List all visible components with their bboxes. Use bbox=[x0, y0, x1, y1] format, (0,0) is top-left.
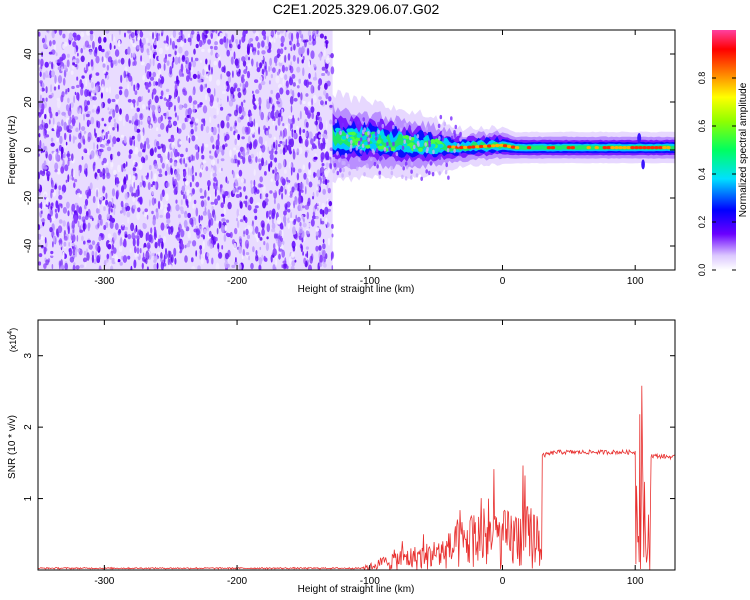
snr-xtick-label: 0 bbox=[500, 576, 506, 587]
snr-xtick-label: -300 bbox=[94, 576, 114, 587]
snr-frame bbox=[37, 319, 676, 571]
spectrogram-ytick-label: 20 bbox=[23, 96, 34, 108]
spectrogram-content bbox=[38, 30, 675, 270]
snr-xtick-label: 100 bbox=[627, 576, 644, 587]
colorbar-tick-label: 0.2 bbox=[697, 216, 707, 229]
snr-plot-area bbox=[38, 320, 675, 570]
colorbar-tick-label: 0.4 bbox=[697, 168, 707, 181]
figure-title: C2E1.2025.329.06.07.G02 bbox=[273, 1, 440, 17]
snr-scale-exp: 4 bbox=[7, 331, 14, 335]
colorbar-tick-label: 0.6 bbox=[697, 120, 707, 133]
spectrogram-xlabel: Height of straight line (km) bbox=[298, 284, 415, 295]
spectrogram-xtick-label: -200 bbox=[227, 276, 247, 287]
spectrogram-ylabel: Frequency (Hz) bbox=[7, 116, 18, 185]
snr-xlabel: Height of straight line (km) bbox=[298, 584, 415, 595]
snr-xtick-label: -200 bbox=[227, 576, 247, 587]
signal-peaks bbox=[330, 114, 671, 181]
snr-ytick-label: 3 bbox=[23, 352, 34, 358]
colorbar-tick-label: 0.0 bbox=[697, 264, 707, 277]
spectrogram-ytick-label: -20 bbox=[23, 190, 34, 205]
colorbar-gradient bbox=[712, 30, 736, 270]
snr-scale-label: (x104) bbox=[7, 328, 18, 352]
colorbar-label: Normalized spectral amplitude bbox=[738, 82, 749, 217]
spectrogram-xtick-label: -100 bbox=[360, 276, 380, 287]
snr-scale-base: (x10 bbox=[8, 335, 18, 353]
snr-axes: -300 -200 -100 0 100 1 2 3 bbox=[23, 320, 675, 587]
colorbar-ticks: 0.0 0.2 0.4 0.6 0.8 bbox=[697, 72, 736, 277]
spectrogram-xtick-label: 100 bbox=[627, 276, 644, 287]
snr-panel: -300 -200 -100 0 100 1 2 3 Height of straight l… bbox=[7, 319, 676, 595]
snr-xtick-label: -100 bbox=[360, 576, 380, 587]
svg-text:(x104): (x104) bbox=[7, 328, 18, 352]
spectrogram-ytick-label: 0 bbox=[23, 147, 34, 153]
snr-ytick-label: 1 bbox=[23, 495, 34, 501]
spectrogram-ytick-label: 40 bbox=[23, 48, 34, 60]
snr-series-line bbox=[38, 385, 675, 570]
snr-ylabel: SNR (10 * v/v) bbox=[7, 415, 18, 479]
spectrogram-xtick-label: 0 bbox=[500, 276, 506, 287]
colorbar-tick-label: 0.8 bbox=[697, 72, 707, 85]
spike-feature bbox=[637, 133, 642, 143]
colorbar: 0.0 0.2 0.4 0.6 0.8 Normalized spectral ampl… bbox=[697, 30, 749, 276]
noise-speckles bbox=[38, 30, 335, 270]
spectrogram-xtick-label: -300 bbox=[94, 276, 114, 287]
spectrogram-ytick-label: -40 bbox=[23, 238, 34, 253]
snr-ytick-label: 2 bbox=[23, 424, 34, 430]
